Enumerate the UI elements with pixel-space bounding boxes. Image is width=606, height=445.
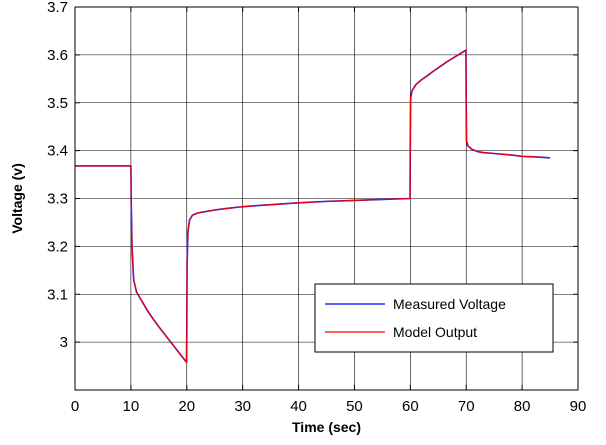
y-tick-label: 3.5 — [47, 95, 68, 112]
y-axis-title: Voltage (v) — [9, 163, 25, 234]
y-tick-label: 3 — [60, 334, 68, 351]
x-tick-label: 60 — [402, 398, 419, 415]
y-tick-label: 3.7 — [47, 0, 68, 16]
series-group — [75, 49, 551, 364]
x-tick-label: 90 — [570, 398, 587, 415]
x-tick-label: 0 — [71, 398, 79, 415]
legend-label-model: Model Output — [393, 324, 477, 340]
y-tick-label: 3.1 — [47, 286, 68, 303]
plot-frame — [74, 6, 579, 391]
series-line-model-output — [75, 49, 551, 363]
x-tick-label: 40 — [290, 398, 307, 415]
x-tick-label: 10 — [123, 398, 140, 415]
x-tick-label: 20 — [178, 398, 195, 415]
x-axis-title: Time (sec) — [292, 419, 361, 435]
x-tick-label: 80 — [514, 398, 531, 415]
x-tick-labels: 0 10 20 30 40 50 60 70 80 90 — [71, 398, 587, 415]
x-tick-label: 50 — [346, 398, 363, 415]
y-tick-labels: 3 3.1 3.2 3.3 3.4 3.5 3.6 3.7 — [47, 0, 68, 351]
x-tick-label: 70 — [458, 398, 475, 415]
y-tick-label: 3.4 — [47, 143, 68, 160]
x-tick-label: 30 — [234, 398, 251, 415]
y-tick-label: 3.6 — [47, 47, 68, 64]
y-tick-label: 3.2 — [47, 238, 68, 255]
legend-label-measured: Measured Voltage — [393, 296, 506, 312]
y-tick-label: 3.3 — [47, 191, 68, 208]
legend-box — [314, 283, 554, 353]
legend: Measured Voltage Model Output — [314, 283, 554, 353]
